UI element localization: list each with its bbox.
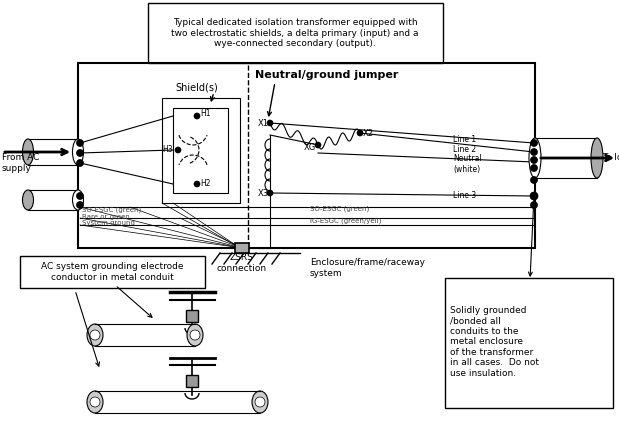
Circle shape	[175, 147, 181, 153]
Text: XG: XG	[304, 142, 316, 151]
Text: AC system grounding electrode
conductor in metal conduit: AC system grounding electrode conductor …	[41, 262, 183, 282]
Ellipse shape	[22, 190, 33, 210]
Text: Line 3: Line 3	[453, 192, 476, 201]
Ellipse shape	[22, 139, 33, 165]
Text: X3: X3	[258, 189, 269, 198]
Ellipse shape	[72, 190, 84, 210]
Text: SO-ESGC (green): SO-ESGC (green)	[310, 206, 370, 212]
Ellipse shape	[529, 138, 541, 178]
Circle shape	[77, 192, 84, 200]
Ellipse shape	[187, 324, 203, 346]
Bar	[186, 375, 198, 387]
Text: Typical dedicated isolation transformer equipped with
two electrostatic shields,: Typical dedicated isolation transformer …	[171, 18, 418, 48]
Circle shape	[530, 192, 538, 200]
Circle shape	[77, 139, 84, 147]
Circle shape	[90, 330, 100, 340]
Bar	[78, 63, 535, 248]
Bar	[148, 3, 443, 63]
Circle shape	[530, 192, 537, 200]
Text: H3: H3	[162, 145, 173, 154]
Bar	[162, 98, 240, 203]
Circle shape	[530, 148, 537, 156]
Circle shape	[77, 201, 84, 209]
Circle shape	[315, 142, 321, 148]
Text: From AC
supply: From AC supply	[2, 153, 40, 173]
Circle shape	[530, 201, 537, 209]
Bar	[173, 108, 228, 193]
Text: To load: To load	[602, 153, 619, 162]
Circle shape	[90, 397, 100, 407]
Ellipse shape	[87, 391, 103, 413]
Circle shape	[530, 176, 537, 184]
Ellipse shape	[87, 324, 103, 346]
Circle shape	[357, 130, 363, 136]
Circle shape	[194, 113, 200, 119]
Circle shape	[267, 120, 273, 126]
Circle shape	[255, 397, 265, 407]
Circle shape	[530, 165, 537, 171]
Circle shape	[267, 190, 273, 196]
Text: Solidly grounded
/bonded all
conduits to the
metal enclosure
of the transformer
: Solidly grounded /bonded all conduits to…	[450, 306, 539, 378]
Text: Shield(s): Shield(s)	[175, 82, 218, 92]
Text: Enclosure/frame/raceway
system: Enclosure/frame/raceway system	[310, 258, 425, 278]
Text: SO-ESGC (green): SO-ESGC (green)	[82, 207, 141, 213]
Ellipse shape	[72, 139, 84, 165]
Text: Line 1: Line 1	[453, 136, 476, 145]
Text: Neutral/ground jumper: Neutral/ground jumper	[255, 70, 399, 80]
Text: X2: X2	[363, 128, 374, 137]
Text: X1: X1	[258, 118, 269, 128]
Text: Neutral
(white): Neutral (white)	[453, 154, 482, 174]
Text: H1: H1	[200, 109, 210, 117]
Ellipse shape	[252, 391, 268, 413]
Circle shape	[530, 139, 537, 147]
Ellipse shape	[591, 138, 603, 178]
Text: Bare or green
System ground: Bare or green System ground	[82, 214, 135, 226]
Bar	[186, 310, 198, 322]
Bar	[235, 243, 249, 253]
Circle shape	[77, 159, 84, 167]
Circle shape	[194, 181, 200, 187]
Text: H2: H2	[200, 179, 210, 189]
Circle shape	[190, 330, 200, 340]
Bar	[445, 278, 613, 408]
Circle shape	[530, 156, 537, 164]
Circle shape	[77, 150, 84, 156]
Text: Line 2: Line 2	[453, 145, 476, 154]
Text: IG-ESGC (green/yell): IG-ESGC (green/yell)	[310, 218, 381, 224]
Text: ZSRS
connection: ZSRS connection	[217, 253, 267, 273]
Bar	[20, 256, 205, 288]
